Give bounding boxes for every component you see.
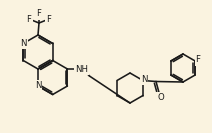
Text: N: N xyxy=(35,82,41,90)
Text: F: F xyxy=(47,14,52,24)
Text: N: N xyxy=(141,75,147,84)
Text: N: N xyxy=(20,39,26,48)
Text: F: F xyxy=(26,14,31,24)
Text: O: O xyxy=(158,93,164,102)
Text: F: F xyxy=(196,55,201,65)
Text: F: F xyxy=(36,9,41,18)
Text: NH: NH xyxy=(75,65,88,74)
